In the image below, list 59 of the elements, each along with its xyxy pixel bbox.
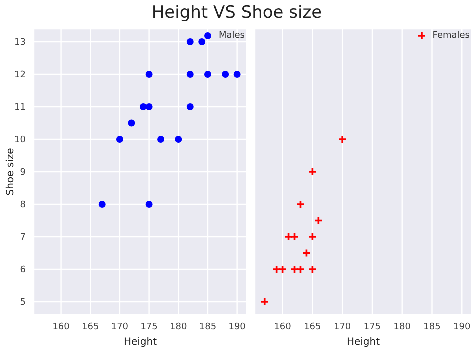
y-tick-label: 6 — [20, 266, 26, 276]
y-axis-title: Shoe size — [6, 148, 17, 196]
point — [158, 136, 165, 143]
point — [278, 265, 288, 274]
point — [272, 265, 282, 274]
x-tick-label: 185 — [199, 322, 217, 332]
x-tick-label: 170 — [111, 322, 129, 332]
point — [296, 265, 306, 274]
point — [186, 104, 194, 110]
x-tick-label: 190 — [228, 322, 246, 332]
point — [302, 248, 312, 258]
x-tick-label: 165 — [304, 322, 322, 332]
point — [338, 135, 347, 144]
point — [186, 38, 194, 46]
point — [308, 168, 318, 176]
point — [198, 38, 206, 46]
legend-label: Males — [218, 31, 245, 41]
x-tick-label: 160 — [274, 322, 292, 332]
point — [175, 136, 182, 143]
y-tick-label: 13 — [14, 38, 26, 48]
point — [146, 104, 153, 110]
point — [128, 120, 136, 127]
y-tick-label: 5 — [20, 298, 26, 308]
x-tick-label: 180 — [394, 322, 412, 332]
point — [186, 71, 194, 78]
x-tick-label: 160 — [52, 322, 70, 332]
point — [314, 216, 324, 226]
y-tick-label: 7 — [20, 233, 26, 244]
point — [296, 200, 306, 209]
x-tick-label: 175 — [364, 322, 382, 332]
x-tick-label: 170 — [334, 322, 352, 332]
point — [290, 232, 300, 242]
point — [290, 265, 300, 274]
y-tick-label: 11 — [14, 103, 26, 114]
x-axis-title: Height — [124, 337, 158, 348]
x-tick-label: 165 — [82, 322, 100, 332]
point — [146, 201, 153, 208]
point — [260, 298, 270, 306]
point — [308, 232, 318, 242]
y-tick-label: 10 — [14, 136, 26, 146]
y-tick-label: 12 — [14, 70, 26, 81]
y-tick-label: 9 — [20, 168, 26, 178]
point — [116, 136, 124, 143]
point — [204, 71, 212, 78]
x-tick-label: 175 — [140, 322, 158, 332]
point — [284, 232, 294, 242]
point — [98, 201, 106, 208]
x-axis-title: Height — [346, 337, 380, 348]
legend-label: Females — [432, 31, 470, 41]
point — [308, 265, 318, 274]
point — [140, 104, 147, 110]
point — [234, 71, 241, 78]
point — [146, 71, 153, 78]
x-tick-label: 180 — [170, 322, 188, 332]
y-tick-label: 8 — [20, 200, 26, 211]
point — [222, 71, 230, 78]
chart-title: Height VS Shoe size — [150, 3, 324, 25]
x-tick-label: 185 — [424, 322, 441, 332]
x-tick-label: 190 — [454, 322, 471, 332]
